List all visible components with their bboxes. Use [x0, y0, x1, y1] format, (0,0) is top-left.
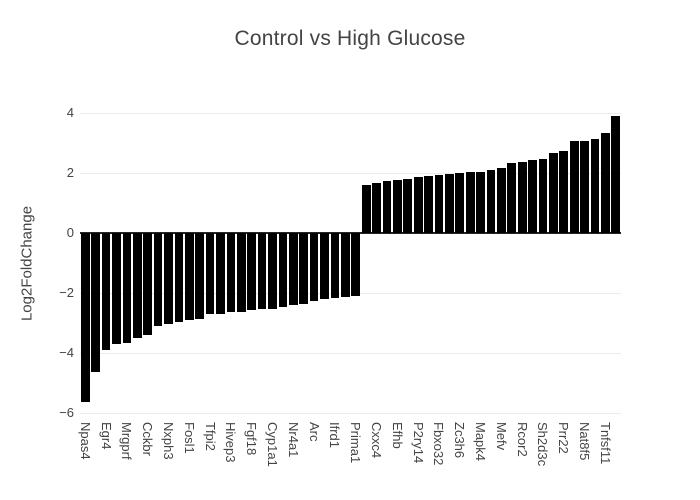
x-tick-label: Rcor2 [514, 422, 530, 457]
y-gridline [80, 113, 621, 114]
y-gridline [80, 413, 621, 414]
bar[interactable] [299, 233, 309, 305]
bar[interactable] [309, 233, 319, 301]
x-tick-label: Prr22 [556, 422, 572, 454]
x-tick-label: Nat8f5 [577, 422, 593, 461]
bar[interactable] [330, 233, 340, 299]
bar[interactable] [601, 133, 610, 233]
bar[interactable] [236, 233, 246, 312]
bar[interactable] [91, 233, 100, 372]
x-tick-label: Fbxo32 [431, 422, 447, 466]
y-gridline [80, 173, 621, 174]
y-tick-label: 2 [66, 165, 74, 180]
x-tick-label: Nxph3 [160, 422, 176, 460]
y-tick-label: −2 [59, 285, 74, 300]
bar[interactable] [528, 160, 537, 233]
bar[interactable] [611, 116, 621, 233]
bar[interactable] [351, 233, 361, 296]
bar[interactable] [549, 153, 558, 233]
bar[interactable] [122, 233, 132, 343]
bar[interactable] [132, 233, 142, 338]
x-tick-label: Tfpi2 [202, 422, 218, 451]
y-tick-label: −4 [59, 345, 74, 360]
x-tick-label: Tnfsf11 [597, 422, 613, 465]
bar[interactable] [424, 176, 433, 233]
bar[interactable] [413, 177, 423, 233]
bar[interactable] [340, 233, 350, 298]
x-tick-label: Prima1 [348, 422, 364, 464]
bar[interactable] [361, 184, 371, 233]
x-tick-label: Fgf18 [244, 422, 260, 456]
bar[interactable] [455, 173, 465, 233]
bar[interactable] [164, 233, 173, 324]
x-tick-label: Egr4 [98, 422, 114, 450]
bar[interactable] [507, 163, 517, 233]
y-gridline [80, 353, 621, 354]
bar[interactable] [247, 233, 257, 310]
bar[interactable] [590, 139, 600, 233]
x-tick-label: P2ry14 [410, 422, 426, 464]
bar[interactable] [288, 233, 298, 306]
bar[interactable] [538, 159, 548, 233]
bar[interactable] [445, 173, 454, 233]
x-tick-label: Arc [306, 422, 322, 442]
x-tick-label: Fosl1 [181, 422, 197, 454]
zero-line [80, 232, 621, 234]
bar[interactable] [268, 233, 277, 309]
bar[interactable] [174, 233, 184, 322]
x-tick-label: Ifrd1 [327, 422, 343, 449]
bar[interactable] [465, 172, 475, 233]
x-tick-label: Efhb [389, 422, 405, 449]
bar[interactable] [580, 140, 589, 233]
bar[interactable] [101, 233, 111, 350]
bar[interactable] [112, 233, 121, 345]
bar[interactable] [216, 233, 225, 314]
x-tick-label: Cyp1a1 [264, 422, 280, 467]
bar[interactable] [517, 161, 527, 233]
chart-title: Control vs High Glucose [234, 27, 466, 50]
bar[interactable] [434, 174, 444, 233]
x-tick-label: Npas4 [77, 422, 93, 460]
x-tick-label: Mrgprf [119, 422, 135, 460]
bar[interactable] [569, 140, 579, 233]
x-tick-label: Mapk4 [473, 422, 489, 462]
bar[interactable] [143, 233, 153, 335]
bar[interactable] [497, 167, 506, 233]
bar[interactable] [320, 233, 329, 300]
bar[interactable] [476, 172, 485, 233]
y-tick-label: 0 [66, 225, 74, 240]
y-tick-label: 4 [66, 105, 74, 120]
x-tick-label: Nr4a1 [285, 422, 301, 458]
bar[interactable] [257, 233, 267, 310]
bar[interactable] [382, 181, 392, 233]
y-tick-label: −6 [59, 405, 74, 420]
x-tick-label: Zc3h6 [452, 422, 468, 459]
bar[interactable] [153, 233, 163, 327]
x-tick-label: Cckbr [140, 422, 156, 456]
x-tick-label: Hivep3 [223, 422, 239, 463]
bar[interactable] [226, 233, 236, 313]
x-tick-label: Sh2d3c [535, 422, 551, 467]
bar[interactable] [278, 233, 288, 308]
bar[interactable] [559, 150, 569, 233]
y-gridline [80, 293, 621, 294]
bar[interactable] [486, 170, 496, 233]
x-tick-label: Mefv [493, 422, 509, 451]
bar[interactable] [205, 233, 215, 315]
bar[interactable] [184, 233, 194, 321]
bar[interactable] [403, 179, 413, 233]
bar[interactable] [372, 183, 381, 233]
x-tick-label: Cxxc4 [369, 422, 384, 459]
bar[interactable] [80, 233, 90, 402]
bar[interactable] [195, 233, 205, 320]
bar[interactable] [393, 179, 402, 233]
